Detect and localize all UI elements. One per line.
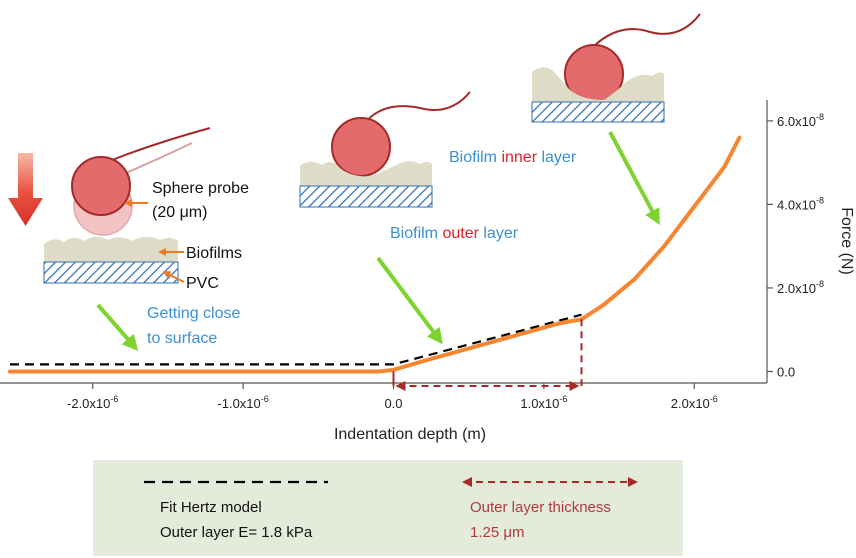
y-tick-label: 6.0x10-8 (777, 112, 824, 129)
x-tick-label: -1.0x10-6 (217, 394, 268, 411)
sphere-probe-label: Sphere probe (152, 180, 249, 197)
getting-close-label: Getting close (147, 305, 240, 322)
probe-scene-inner (531, 13, 701, 123)
inner-layer-label: Biofilm inner layer (449, 149, 577, 166)
x-axis-title: Indentation depth (m) (334, 426, 486, 443)
axes (0, 100, 768, 384)
biofilms-label: Biofilms (186, 245, 242, 262)
probe-scene-outer (299, 91, 471, 208)
force-curve (8, 135, 742, 374)
x-tick-label: 2.0x10-6 (671, 394, 718, 411)
y-tick-label: 2.0x10-8 (777, 279, 824, 296)
pvc-label: PVC (186, 275, 219, 292)
outer-layer-label: Biofilm outer layer (390, 225, 519, 242)
sphere-size-label: (20 μm) (152, 204, 207, 221)
probe-scene-approach (43, 127, 211, 284)
approach-arrow-icon (8, 153, 43, 226)
legend-thickness-line1: Outer layer thickness (470, 499, 611, 516)
fit-hertz-line (10, 313, 582, 366)
y-axis-title: Force (N) (838, 207, 855, 275)
legend-thickness-line2: 1.25 μm (470, 524, 525, 541)
legend-box (93, 460, 683, 556)
green-arrow-inner (608, 131, 660, 226)
legend-fit-line1: Fit Hertz model (160, 499, 262, 516)
y-tick-label: 4.0x10-8 (777, 195, 824, 212)
x-tick-label: -2.0x10-6 (67, 394, 118, 411)
y-tick-label: 0.0 (777, 364, 795, 379)
legend-fit-line2: Outer layer E= 1.8 kPa (160, 524, 313, 541)
x-tick-label: 1.0x10-6 (520, 394, 567, 411)
green-arrow-approach (96, 303, 139, 352)
ticks: -2.0x10-6 -1.0x10-6 0.0 1.0x10-6 2.0x10-6 0.0… (67, 112, 824, 411)
green-arrow-outer (376, 256, 443, 345)
legend: Fit Hertz model Outer layer E= 1.8 kPa O… (93, 460, 683, 556)
x-tick-label: 0.0 (384, 396, 402, 411)
to-surface-label: to surface (147, 330, 217, 347)
pvc-pointer-arrow (162, 271, 185, 283)
